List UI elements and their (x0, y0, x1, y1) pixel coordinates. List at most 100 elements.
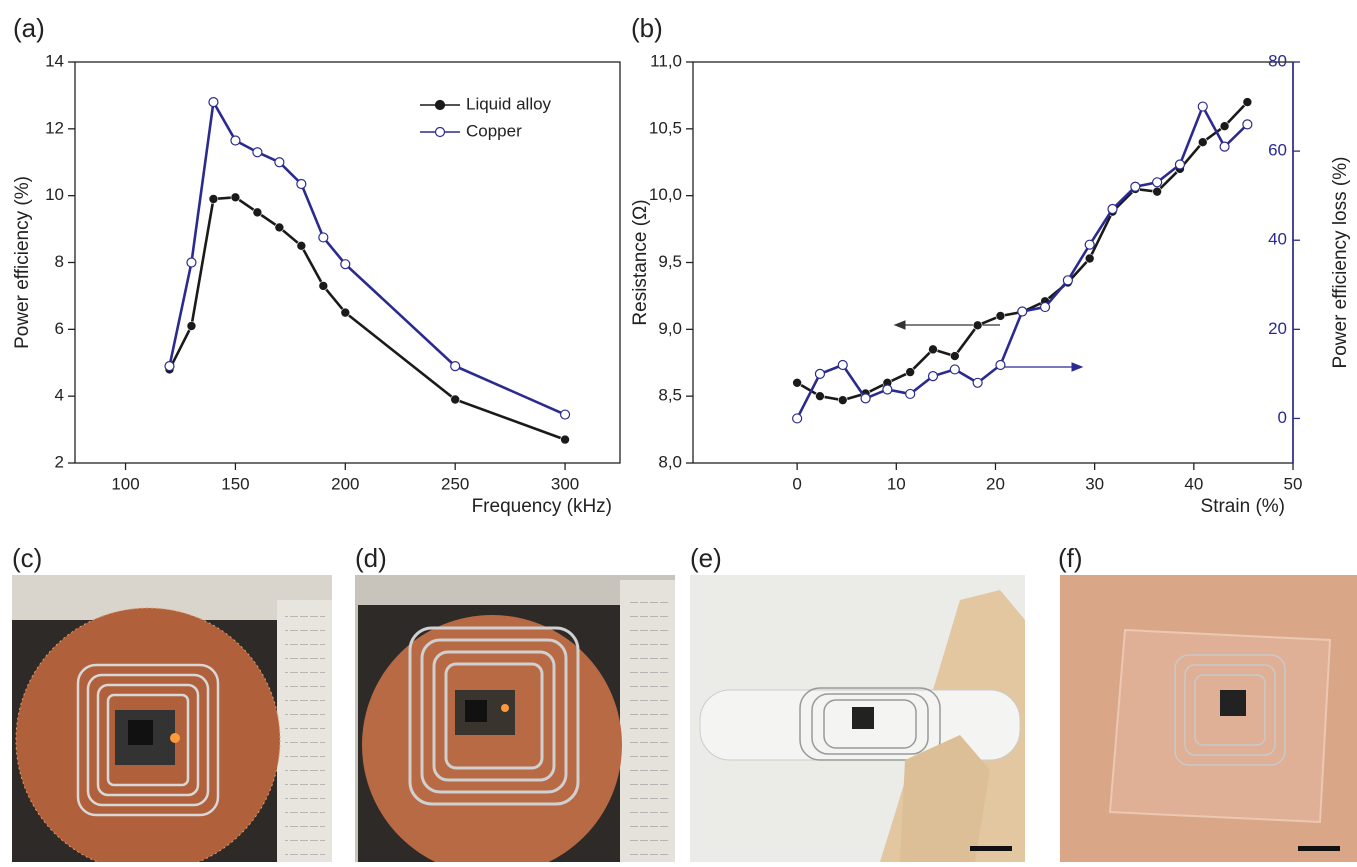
x-tick-label: 20 (986, 474, 1005, 493)
x-axis-label: Frequency (kHz) (472, 496, 612, 517)
y2-tick-label: 60 (1268, 141, 1287, 160)
data-point (814, 368, 826, 379)
legend-label: Copper (466, 121, 522, 140)
data-point (450, 394, 460, 405)
data-point (230, 135, 241, 146)
x-tick-label: 10 (887, 474, 906, 493)
data-point (1242, 97, 1253, 107)
x-tick-label: 40 (1184, 474, 1203, 493)
data-point (1219, 121, 1230, 131)
x-tick-label: 0 (792, 474, 801, 493)
data-point (340, 307, 351, 318)
data-point (882, 384, 893, 395)
data-point (1219, 141, 1230, 152)
data-point (972, 320, 983, 331)
data-point (164, 360, 175, 372)
y-tick-label: 9,0 (658, 319, 682, 338)
data-point (928, 344, 938, 355)
data-point (1152, 177, 1163, 188)
panel-label: (b) (631, 13, 663, 43)
data-point (252, 207, 263, 218)
data-point (274, 222, 285, 233)
y2-tick-label: 80 (1268, 51, 1287, 70)
x-tick-label: 150 (221, 474, 249, 493)
data-point (1107, 203, 1118, 215)
y-axis-label: Power efficiency (%) (12, 176, 33, 349)
photo-c (12, 575, 332, 867)
data-point (792, 377, 802, 388)
data-point (995, 311, 1006, 321)
photo-e (690, 575, 1025, 862)
data-point (792, 413, 803, 424)
y-tick-label: 8 (55, 252, 64, 271)
x-tick-label: 200 (331, 474, 359, 493)
data-point (1130, 181, 1141, 192)
panel-label: (c) (12, 543, 42, 573)
panel-label: (a) (13, 13, 45, 43)
y-tick-label: 9,5 (658, 252, 682, 271)
arrow-left (893, 320, 1000, 330)
data-point (186, 321, 197, 331)
data-point (560, 434, 570, 445)
y-tick-label: 10,5 (649, 118, 682, 137)
y-tick-label: 10 (45, 185, 64, 204)
data-point (905, 367, 915, 377)
legend-label: Liquid alloy (466, 94, 552, 113)
data-point (230, 192, 241, 203)
y-tick-label: 12 (45, 118, 64, 137)
data-point (1084, 253, 1095, 264)
data-point (1017, 306, 1028, 317)
data-point (450, 360, 461, 372)
panel-label: (f) (1058, 543, 1083, 573)
legend-marker (434, 126, 446, 138)
y-tick-label: 2 (55, 452, 64, 471)
y2-axis-label: Power efficiency loss (%) (1330, 157, 1351, 369)
data-point (972, 377, 983, 388)
data-point (318, 232, 329, 243)
series-line (168, 98, 566, 416)
data-point (837, 359, 848, 371)
data-point (318, 281, 329, 291)
data-point (927, 371, 939, 382)
x-tick-label: 300 (551, 474, 579, 493)
data-point (1242, 119, 1253, 130)
panel-label: (e) (690, 543, 722, 573)
data-point (252, 147, 263, 158)
data-point (208, 194, 219, 204)
data-point (186, 257, 197, 268)
y-tick-label: 4 (55, 386, 64, 405)
data-point (1152, 186, 1162, 197)
x-tick-label: 100 (111, 474, 139, 493)
y2-tick-label: 20 (1268, 319, 1287, 338)
arrow-right (1000, 362, 1084, 372)
data-point (905, 388, 916, 400)
data-point (995, 359, 1006, 371)
data-point (274, 157, 285, 168)
data-point (860, 393, 871, 404)
y-tick-label: 6 (55, 319, 64, 338)
plot-frame (692, 61, 1294, 464)
data-point (815, 391, 825, 401)
data-point (1084, 239, 1095, 250)
y2-tick-label: 40 (1268, 230, 1287, 249)
y2-tick-label: 0 (1278, 408, 1287, 427)
data-point (296, 178, 307, 190)
y-tick-label: 8,5 (658, 386, 682, 405)
y-tick-label: 10,0 (649, 185, 682, 204)
photo-d (355, 575, 675, 867)
x-axis-label: Strain (%) (1201, 496, 1285, 517)
data-point (1039, 301, 1051, 313)
y-tick-label: 8,0 (658, 452, 682, 471)
data-point (837, 395, 848, 405)
x-tick-label: 250 (441, 474, 469, 493)
data-point (949, 364, 960, 375)
y-tick-label: 11,0 (650, 51, 682, 70)
data-point (950, 351, 960, 361)
series-line (795, 103, 1249, 420)
y-axis-label: Resistance (Ω) (630, 199, 651, 325)
data-point (1174, 159, 1186, 170)
x-tick-label: 30 (1085, 474, 1104, 493)
data-point (1197, 137, 1208, 147)
photo-f (1060, 575, 1357, 862)
